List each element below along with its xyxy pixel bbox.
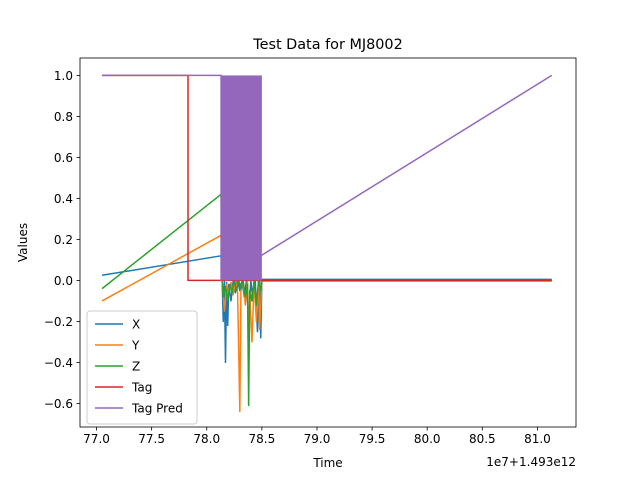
series-tag-pred-oscillation-band (221, 75, 262, 281)
chart-title: Test Data for MJ8002 (252, 37, 403, 53)
x-tick-label: 79.5 (359, 432, 386, 446)
y-tick-label: 0.2 (54, 233, 73, 247)
y-tick-label: −0.6 (44, 397, 73, 411)
y-tick-label: 0.0 (54, 274, 73, 288)
series-tag-pred-line (102, 74, 553, 282)
x-tick-label: 81.0 (524, 432, 551, 446)
x-tick-label: 80.5 (469, 432, 496, 446)
x-tick-label: 77.5 (138, 432, 165, 446)
x-tick-label: 77.0 (83, 432, 110, 446)
x-axis-title: Time (312, 456, 342, 470)
legend-label-tag-pred: Tag Pred (131, 402, 183, 416)
series-z-line (101, 193, 552, 407)
y-tick-label: −0.4 (44, 356, 73, 370)
legend-label-tag: Tag (131, 381, 152, 395)
x-tick-label: 78.0 (193, 432, 220, 446)
legend: XYZ Tag Tag Pred (86, 310, 198, 425)
y-tick-label: −0.2 (44, 315, 73, 329)
legend-label-x: X (132, 318, 140, 332)
y-axis-ticks: −0.6 −0.4 −0.2 0.0 0.2 0.4 0.6 0.8 1.0 (44, 69, 80, 411)
x-axis-offset-label: 1e7+1.493e12 (486, 455, 576, 469)
x-tick-label: 78.5 (249, 432, 276, 446)
y-tick-label: 0.6 (54, 151, 73, 165)
y-tick-label: 0.8 (54, 110, 73, 124)
x-tick-label: 79.0 (304, 432, 331, 446)
axes-frame (79, 57, 577, 428)
y-axis-title: Values (16, 223, 30, 262)
series-tag-pred (102, 74, 553, 282)
legend-box (86, 310, 198, 425)
legend-label-y: Y (131, 339, 140, 353)
legend-label-z: Z (132, 360, 140, 374)
x-axis-ticks: 77.0 77.5 78.0 78.5 79.0 79.5 80.0 80.5 81.0 (83, 427, 551, 446)
y-tick-label: 0.4 (54, 192, 73, 206)
y-tick-label: 1.0 (54, 69, 73, 83)
series-z (101, 193, 552, 407)
plot-area (101, 74, 553, 413)
x-tick-label: 80.0 (414, 432, 441, 446)
